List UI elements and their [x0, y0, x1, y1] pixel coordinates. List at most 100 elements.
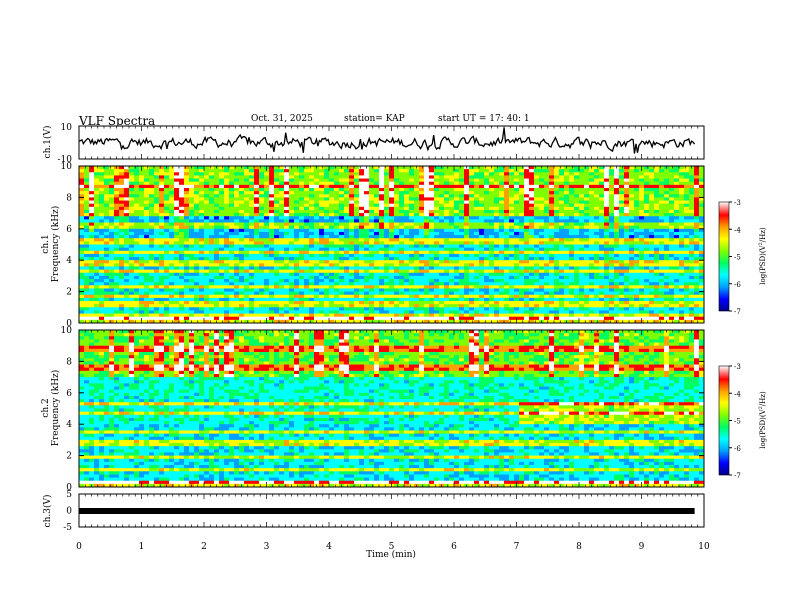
spectrogram-cell [259, 175, 265, 179]
spectrogram-cell [439, 172, 445, 176]
spectrogram-cell [159, 285, 165, 289]
spectrogram-cell [139, 187, 145, 192]
spectrogram-cell [694, 181, 700, 186]
spectrogram-cell [299, 178, 305, 183]
spectrogram-cell [84, 257, 90, 261]
spectrogram-cell [524, 203, 530, 208]
spectrogram-cell [429, 197, 435, 201]
spectrogram-cell [554, 253, 560, 258]
spectrogram-cell [299, 231, 305, 236]
spectrogram-cell [199, 191, 205, 195]
spectrogram-cell [229, 225, 235, 230]
spectrogram-cell [544, 288, 550, 292]
spectrogram-cell [624, 260, 630, 264]
spectrogram-cell [134, 200, 140, 205]
spectrogram-cell [209, 187, 215, 192]
spectrogram-cell [404, 191, 410, 195]
spectrogram-cell [179, 184, 185, 189]
spectrogram-cell [534, 178, 540, 183]
spectrogram-cell [679, 272, 685, 277]
spectrogram-cell [444, 213, 450, 217]
spectrogram-cell [664, 247, 670, 252]
spectrogram-cell [264, 247, 270, 252]
spectrogram-cell [659, 184, 665, 189]
spectrogram-cell [259, 247, 265, 252]
spectrogram-cell [389, 178, 395, 183]
spectrogram-cell [569, 203, 575, 208]
spectrogram-cell [404, 263, 410, 267]
spectrogram-cell [559, 178, 565, 183]
spectrogram-cell [434, 209, 440, 214]
spectrogram-cell [539, 225, 545, 230]
spectrogram-cell [684, 257, 690, 261]
spectrogram-cell [389, 200, 395, 205]
spectrogram-cell [524, 257, 530, 261]
spectrogram-cell [344, 253, 350, 258]
spectrogram-cell [284, 194, 290, 198]
spectrogram-cell [434, 272, 440, 277]
spectrogram-cell [169, 178, 175, 183]
spectrogram-cell [204, 275, 210, 280]
spectrogram-cell [229, 169, 235, 173]
spectrogram-cell [284, 247, 290, 252]
spectrogram-cell [339, 228, 345, 233]
spectrogram-cell [184, 219, 190, 223]
spectrogram-cell [699, 181, 705, 186]
spectrogram-cell [134, 216, 140, 220]
spectrogram-cell [339, 244, 345, 249]
spectrogram-cell [569, 282, 575, 286]
spectrogram-cell [229, 266, 235, 271]
spectrogram-cell [134, 250, 140, 255]
spectrogram-cell [399, 203, 405, 208]
spectrogram-cell [334, 184, 340, 189]
spectrogram-cell [84, 222, 90, 227]
spectrogram-cell [539, 263, 545, 267]
spectrogram-cell [404, 206, 410, 211]
spectrogram-cell [344, 166, 350, 170]
spectrogram-cell [289, 184, 295, 189]
spectrogram-cell [679, 285, 685, 289]
spectrogram-cell [84, 253, 90, 258]
spectrogram-cell [459, 231, 465, 236]
spectrogram-cell [409, 272, 415, 277]
spectrogram-cell [664, 203, 670, 208]
spectrogram-cell [484, 228, 490, 233]
spectrogram-cell [204, 216, 210, 220]
spectrogram-cell [149, 266, 155, 271]
spectrogram-cell [284, 187, 290, 192]
spectrogram-cell [459, 206, 465, 211]
spectrogram-cell [334, 250, 340, 255]
spectrogram-cell [399, 175, 405, 179]
spectrogram-cell [289, 266, 295, 271]
spectrogram-cell [199, 175, 205, 179]
spectrogram-cell [449, 213, 455, 217]
spectrogram-cell [254, 279, 260, 283]
spectrogram-cell [224, 175, 230, 179]
spectrogram-cell [494, 250, 500, 255]
spectrogram-cell [324, 187, 330, 192]
spectrogram-cell [564, 181, 570, 186]
spectrogram-cell [459, 260, 465, 264]
spectrogram-cell [234, 191, 240, 195]
spectrogram-cell [429, 169, 435, 173]
spectrogram-cell [234, 222, 240, 227]
spectrogram-cell [549, 238, 555, 242]
spectrogram-cell [359, 250, 365, 255]
spectrogram-cell [344, 241, 350, 245]
spectrogram-cell [399, 172, 405, 176]
spectrogram-cell [684, 260, 690, 264]
spectrogram-cell [629, 247, 635, 252]
spectrogram-cell [159, 213, 165, 217]
spectrogram-cell [79, 269, 85, 274]
spectrogram-cell [129, 244, 135, 249]
spectrogram-cell [124, 266, 130, 271]
spectrogram-cell [594, 282, 600, 286]
spectrogram-cell [459, 166, 465, 170]
spectrogram-cell [284, 197, 290, 201]
spectrogram-cell [524, 213, 530, 217]
spectrogram-cell [469, 288, 475, 292]
spectrogram-cell [524, 285, 530, 289]
spectrogram-cell [414, 275, 420, 280]
spectrogram-cell [369, 222, 375, 227]
spectrogram-cell [449, 263, 455, 267]
